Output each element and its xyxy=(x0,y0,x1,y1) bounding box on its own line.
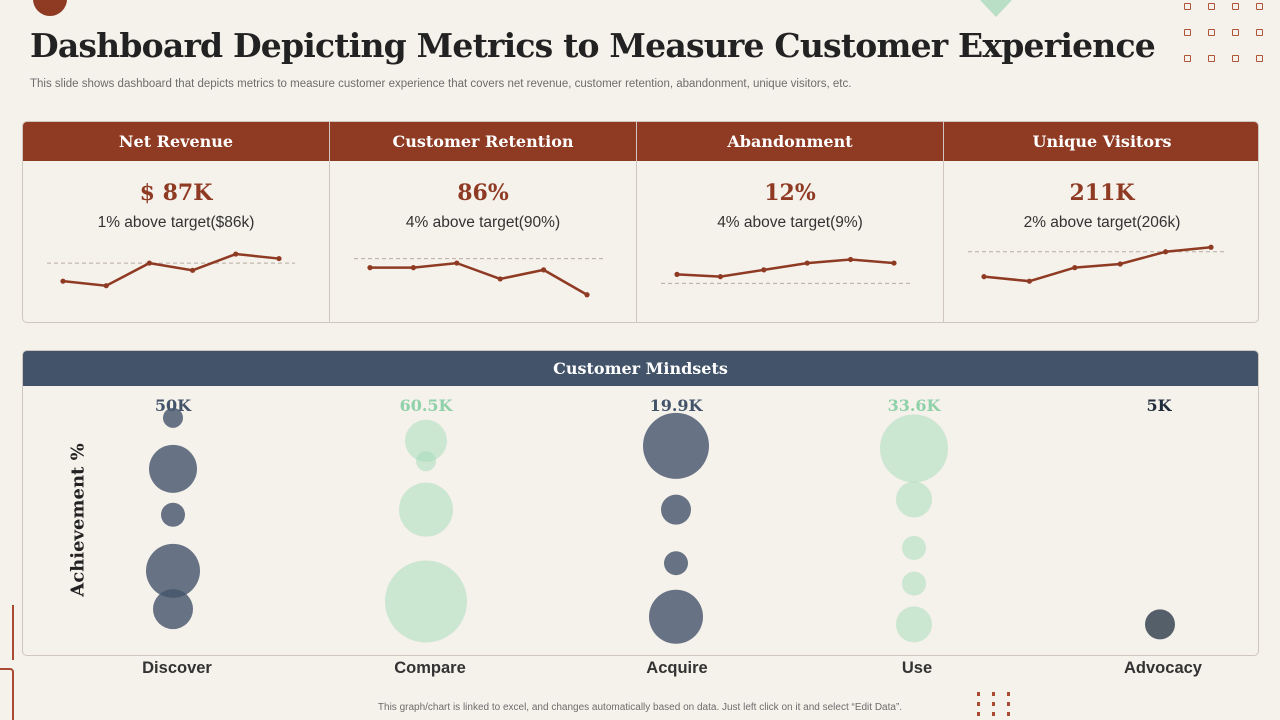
sparkline-path xyxy=(983,246,1212,283)
bubble-discover xyxy=(163,407,183,428)
category-value-advocacy: 5K xyxy=(1146,396,1172,415)
sparkline-path xyxy=(370,261,588,296)
kpi-note: 1% above target($86k) xyxy=(97,214,255,231)
page-title: Dashboard Depicting Metrics to Measure C… xyxy=(30,26,1156,65)
kpi-value: 12% xyxy=(764,180,816,206)
sparkline-point xyxy=(190,267,196,273)
decor-triangle xyxy=(980,0,1012,17)
sparkline xyxy=(968,244,1227,284)
sparkline-point xyxy=(541,267,547,273)
kpi-value: 86% xyxy=(457,180,509,206)
bubble-acquire xyxy=(664,551,688,576)
sparkline xyxy=(661,256,910,284)
bubble-use xyxy=(902,571,926,596)
category-label-acquire: Acquire xyxy=(646,659,708,677)
bubble-use xyxy=(896,606,932,643)
kpi-note: 2% above target(206k) xyxy=(1023,214,1181,231)
bubble-discover xyxy=(153,589,193,630)
mindsets-panel: Customer Mindsets xyxy=(22,350,1259,656)
kpi-value: 211K xyxy=(1069,180,1135,206)
sparkline-point xyxy=(233,251,239,257)
kpi-card-net-revenue: Net Revenue $ 87K 1% above target($86k) xyxy=(23,122,329,322)
kpi-header-bar xyxy=(23,122,1258,161)
kpi-title: Net Revenue xyxy=(118,132,234,151)
bubble-compare xyxy=(385,560,467,643)
bubble-use xyxy=(902,535,926,560)
sparkline-point xyxy=(410,265,416,271)
kpi-title: Unique Visitors xyxy=(1032,132,1172,151)
sparkline-point xyxy=(1117,261,1123,267)
bubble-compare xyxy=(399,482,453,537)
kpi-panel: Net Revenue $ 87K 1% above target($86k) … xyxy=(22,121,1259,323)
bubble-discover xyxy=(149,444,197,493)
sparkline-point xyxy=(674,271,680,277)
bubble-acquire xyxy=(661,494,691,525)
category-label-compare: Compare xyxy=(394,659,466,677)
sparkline-point xyxy=(584,292,590,298)
sparkline-point xyxy=(804,260,810,266)
bubble-compare xyxy=(405,419,447,462)
sparkline-point xyxy=(454,260,460,266)
sparkline xyxy=(354,258,603,298)
kpi-note: 4% above target(9%) xyxy=(717,214,863,231)
bubble-advocacy xyxy=(1145,609,1175,640)
sparkline-point xyxy=(891,260,897,266)
sparkline-point xyxy=(60,278,66,284)
category-value-use: 33.6K xyxy=(887,396,941,415)
sparkline-point xyxy=(1026,278,1032,284)
sparkline-point xyxy=(1163,249,1169,255)
page-subtitle: This slide shows dashboard that depicts … xyxy=(30,78,852,90)
sparkline-path xyxy=(676,258,895,278)
category-value-compare: 60.5K xyxy=(399,396,453,415)
bubble-use xyxy=(896,481,932,518)
sparkline-point xyxy=(761,267,767,273)
bubble-use xyxy=(880,414,948,483)
kpi-value: $ 87K xyxy=(139,180,213,206)
sparkline-point xyxy=(276,255,282,262)
bubble-discover xyxy=(161,502,185,527)
bubble-discover xyxy=(146,543,200,598)
sparkline-path xyxy=(62,252,280,287)
kpi-title: Customer Retention xyxy=(392,132,574,151)
category-value-discover: 50K xyxy=(154,396,192,415)
sparkline-point xyxy=(1072,265,1078,271)
sparkline-point xyxy=(497,276,503,282)
bubble-compare xyxy=(416,451,436,472)
sparkline-point xyxy=(103,283,109,289)
sparkline-point xyxy=(981,274,987,280)
sparkline-point xyxy=(367,265,373,271)
category-label-advocacy: Advocacy xyxy=(1124,659,1202,677)
mindsets-title: Customer Mindsets xyxy=(23,351,1258,386)
kpi-card-customer-retention: Customer Retention 86% 4% above target(9… xyxy=(329,122,636,322)
sparkline-point xyxy=(1208,244,1214,250)
sparkline-point xyxy=(717,274,723,280)
decor-line xyxy=(12,605,14,660)
sparkline-point xyxy=(146,260,152,266)
kpi-card-unique-visitors: Unique Visitors 211K 2% above target(206… xyxy=(943,122,1258,322)
kpi-note: 4% above target(90%) xyxy=(405,214,561,231)
sparkline-point xyxy=(848,256,854,263)
bubble-acquire xyxy=(649,589,703,644)
sparkline xyxy=(47,251,295,289)
decor-circle xyxy=(33,0,67,16)
category-label-use: Use xyxy=(901,659,933,677)
kpi-title: Abandonment xyxy=(727,132,853,151)
category-label-discover: Discover xyxy=(142,659,212,677)
kpi-card-abandonment: Abandonment 12% 4% above target(9%) xyxy=(636,122,943,322)
bubble-acquire xyxy=(643,412,709,479)
category-value-acquire: 19.9K xyxy=(649,396,703,415)
footer-note: This graph/chart is linked to excel, and… xyxy=(377,702,903,713)
decor-bracket xyxy=(0,668,14,720)
